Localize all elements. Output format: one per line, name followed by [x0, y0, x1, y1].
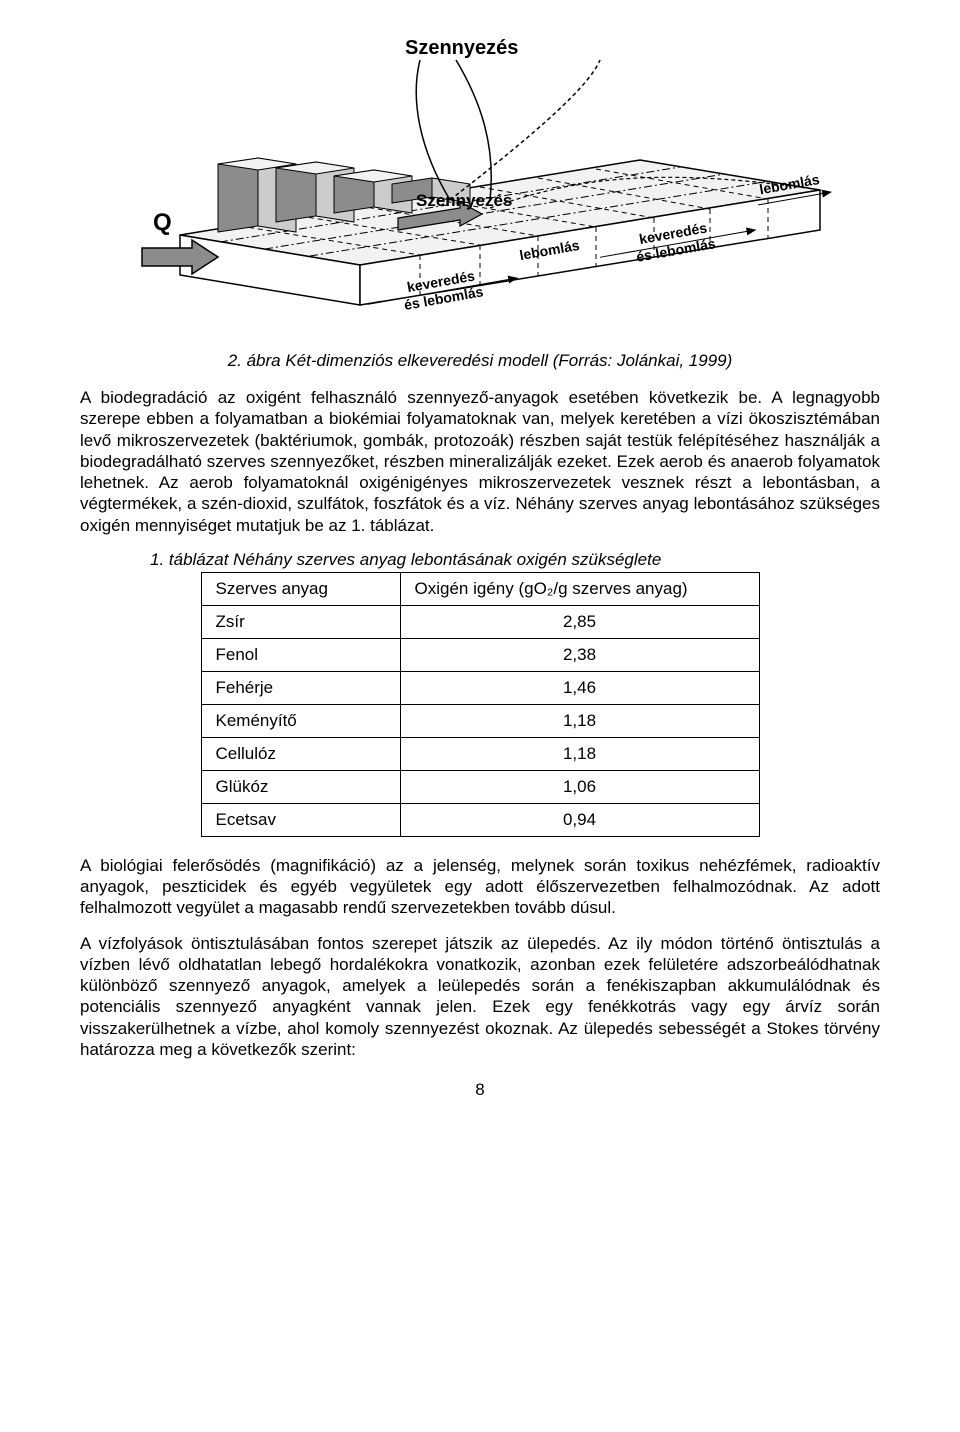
page: Szennyezés — [0, 0, 960, 1120]
table-cell-value: 1,18 — [400, 704, 759, 737]
diagram-container: Szennyezés — [80, 30, 880, 345]
table-cell-value: 2,85 — [400, 605, 759, 638]
table-cell-name: Ecetsav — [201, 803, 400, 836]
table-cell-value: 0,94 — [400, 803, 759, 836]
table-row: Fenol 2,38 — [201, 638, 759, 671]
table-cell-name: Keményítő — [201, 704, 400, 737]
table-header-col1: Szerves anyag — [201, 572, 400, 605]
table-row: Keményítő 1,18 — [201, 704, 759, 737]
injection-curve-right — [456, 60, 491, 200]
table-caption: 1. táblázat Néhány szerves anyag lebontá… — [80, 550, 880, 570]
label-pollution-top: Szennyezés — [405, 37, 518, 59]
label-pollution-mid: Szennyezés — [416, 191, 512, 210]
table-row: Ecetsav 0,94 — [201, 803, 759, 836]
table-row: Cellulóz 1,18 — [201, 737, 759, 770]
table-cell-value: 1,06 — [400, 770, 759, 803]
table-cell-value: 1,18 — [400, 737, 759, 770]
table-row: Fehérje 1,46 — [201, 671, 759, 704]
paragraph-3: A vízfolyások öntisztulásában fontos sze… — [80, 933, 880, 1061]
table-cell-name: Zsír — [201, 605, 400, 638]
table-cell-name: Glükóz — [201, 770, 400, 803]
table-cell-value: 1,46 — [400, 671, 759, 704]
paragraph-2: A biológiai felerősödés (magnifikáció) a… — [80, 855, 880, 919]
table-cell-value: 2,38 — [400, 638, 759, 671]
page-number: 8 — [80, 1080, 880, 1100]
oxygen-demand-table: Szerves anyag Oxigén igény (gO₂/g szerve… — [201, 572, 760, 837]
table-cell-name: Fehérje — [201, 671, 400, 704]
figure-caption: 2. ábra Két-dimenziós elkeveredési model… — [80, 351, 880, 371]
table-cell-name: Fenol — [201, 638, 400, 671]
table-cell-name: Cellulóz — [201, 737, 400, 770]
table-row: Zsír 2,85 — [201, 605, 759, 638]
paragraph-1: A biodegradáció az oxigént felhasználó s… — [80, 387, 880, 536]
mixing-diagram: Szennyezés — [120, 30, 840, 340]
table-header-row: Szerves anyag Oxigén igény (gO₂/g szerve… — [201, 572, 759, 605]
table-row: Glükóz 1,06 — [201, 770, 759, 803]
table-header-col2: Oxigén igény (gO₂/g szerves anyag) — [400, 572, 759, 605]
label-q: Q — [153, 209, 172, 236]
